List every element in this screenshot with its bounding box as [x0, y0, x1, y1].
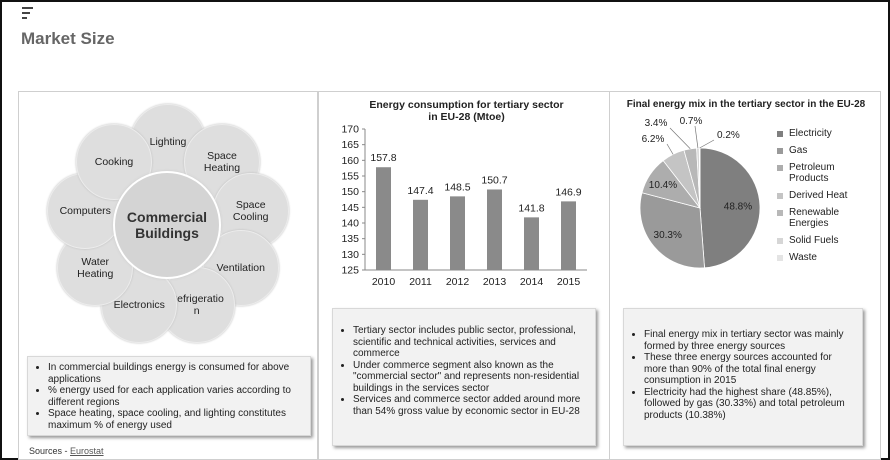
- legend-swatch: [777, 193, 783, 199]
- note-bullet: Electricity had the highest share (48.85…: [644, 387, 856, 422]
- data-label: 150.7: [481, 174, 507, 186]
- center-label: Commercial Buildings: [115, 173, 219, 277]
- legend-item: Solid Fuels: [777, 235, 872, 246]
- x-tick-label: 2014: [520, 276, 544, 288]
- legend-item: Waste: [777, 252, 872, 263]
- y-tick-label: 145: [341, 202, 359, 214]
- pie-slice: [639, 192, 705, 269]
- bar: [524, 217, 539, 270]
- page-title: Market Size: [21, 29, 115, 48]
- pie-chart: 48.8% 30.3% 10.4% 6.2% 3.4% 0.7% 0.2%: [639, 116, 761, 269]
- note-bullet: Final energy mix in tertiary sector was …: [644, 329, 856, 352]
- leader-line: [669, 127, 691, 150]
- legend-item: Gas: [777, 145, 872, 156]
- legend-label: Renewable Energies: [789, 207, 840, 229]
- y-tick-label: 130: [341, 249, 359, 261]
- leader-line: [699, 139, 715, 149]
- legend-item: Petroleum Products: [777, 162, 872, 184]
- note-bullet: % energy used for each application varie…: [48, 385, 304, 408]
- pie-data-label: 48.8%: [724, 202, 752, 213]
- data-label: 148.5: [444, 181, 470, 193]
- pie-data-label: 30.3%: [654, 230, 682, 241]
- x-tick-label: 2015: [557, 276, 581, 288]
- sources-label: Sources -: [29, 446, 71, 456]
- x-tick-label: 2010: [372, 276, 396, 288]
- y-tick-label: 160: [341, 155, 359, 167]
- tertiary-notes: Tertiary sector includes public sector, …: [332, 308, 596, 446]
- legend-label: Gas: [789, 145, 808, 156]
- energy-mix-notes: Final energy mix in tertiary sector was …: [623, 308, 863, 446]
- pie-data-label: 10.4%: [649, 180, 677, 191]
- logo-icon: [22, 7, 34, 21]
- data-label: 157.8: [370, 152, 396, 164]
- pie-slice: [699, 147, 761, 269]
- legend-label: Derived Heat: [789, 190, 848, 201]
- bar: [487, 189, 502, 270]
- legend-swatch: [777, 148, 783, 154]
- pie-legend: Electricity Gas Petroleum Products Derived …: [777, 128, 872, 269]
- note-bullet: Space heating, space cooling, and lighti…: [48, 408, 304, 431]
- x-tick-label: 2012: [446, 276, 470, 288]
- pie-data-label: 3.4%: [645, 118, 668, 129]
- bar-chart-title: Energy consumption for tertiary sector i…: [369, 99, 564, 123]
- legend-label: Electricity: [789, 128, 832, 139]
- legend-swatch: [777, 255, 783, 261]
- y-tick-label: 140: [341, 218, 359, 230]
- legend-label: Solid Fuels: [789, 235, 839, 246]
- legend-swatch: [777, 238, 783, 244]
- energy-mix-panel: Final energy mix in the tertiary sector …: [609, 91, 881, 460]
- data-label: 141.8: [518, 202, 544, 214]
- y-tick-label: 155: [341, 171, 359, 183]
- bar: [413, 199, 428, 270]
- pie-data-label: 0.2%: [717, 130, 740, 141]
- legend-label: Petroleum Products: [789, 162, 835, 184]
- legend-swatch: [777, 210, 783, 216]
- leader-line: [666, 143, 674, 155]
- note-bullet: In commercial buildings energy is consum…: [48, 362, 304, 385]
- x-tick-label: 2013: [483, 276, 507, 288]
- pie-data-label: 6.2%: [642, 134, 665, 145]
- legend-swatch: [777, 131, 783, 137]
- y-tick-label: 135: [341, 233, 359, 245]
- bar: [561, 201, 576, 270]
- legend-label: Waste: [789, 252, 817, 263]
- note-bullet: These three energy sources accounted for…: [644, 352, 856, 387]
- legend-item: Electricity: [777, 128, 872, 139]
- sources-link[interactable]: Eurostat: [70, 446, 104, 456]
- note-bullet: Tertiary sector includes public sector, …: [353, 325, 589, 360]
- pie-chart-title: Final energy mix in the tertiary sector …: [626, 99, 866, 110]
- y-tick-label: 170: [341, 124, 359, 136]
- applications-notes: In commercial buildings energy is consum…: [27, 356, 311, 436]
- bar: [376, 167, 391, 270]
- sources-line: Sources - Eurostat: [29, 446, 104, 456]
- legend-item: Renewable Energies: [777, 207, 872, 229]
- x-tick-label: 2011: [409, 276, 432, 288]
- legend-swatch: [777, 165, 783, 171]
- note-bullet: Under commerce segment also known as the…: [353, 360, 589, 395]
- pie-data-label: 0.7%: [680, 116, 703, 127]
- legend-item: Derived Heat: [777, 190, 872, 201]
- note-bullet: Services and commerce sector added aroun…: [353, 394, 589, 417]
- consumption-panel: Energy consumption for tertiary sector i…: [318, 91, 610, 460]
- applications-panel: Lighting Space Heating Space Cooling Ventilat…: [18, 91, 318, 460]
- data-label: 147.4: [407, 185, 433, 197]
- bar-chart: 125 130 135 140 145 150 155 160 165 170 157.8 2010 1…: [341, 124, 587, 288]
- data-label: 146.9: [555, 186, 581, 198]
- bar: [450, 196, 465, 270]
- y-tick-label: 150: [341, 186, 359, 198]
- y-tick-label: 165: [341, 139, 359, 151]
- leader-line: [694, 125, 699, 149]
- y-tick-label: 125: [341, 265, 359, 277]
